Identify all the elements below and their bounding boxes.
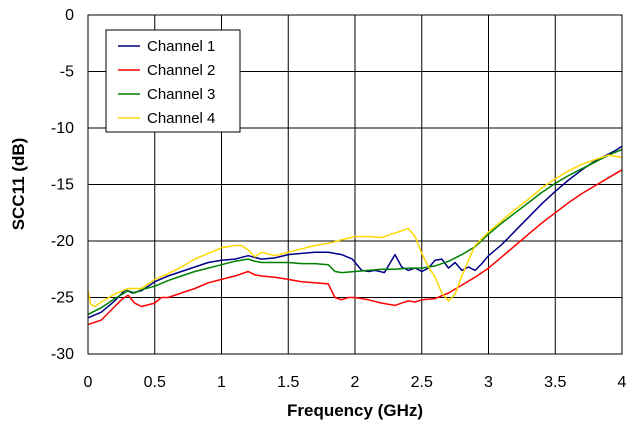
x-axis-title: Frequency (GHz) xyxy=(287,401,423,420)
y-tick-label: -25 xyxy=(51,290,74,307)
plot-border xyxy=(87,14,623,355)
legend-label-channel-4: Channel 4 xyxy=(147,110,215,127)
x-tick-label: 3 xyxy=(484,374,493,391)
y-tick-label: -15 xyxy=(51,177,74,194)
x-tick-label: 2 xyxy=(351,374,360,391)
x-tick-label: 4 xyxy=(618,374,627,391)
y-tick-label: -5 xyxy=(60,64,74,81)
x-tick-label: 0.5 xyxy=(144,374,166,391)
x-tick-label: 2.5 xyxy=(411,374,433,391)
y-tick-label: 0 xyxy=(65,7,74,24)
x-tick-label: 1.5 xyxy=(277,374,299,391)
x-tick-label: 1 xyxy=(217,374,226,391)
y-tick-label: -10 xyxy=(51,120,74,137)
legend-label-channel-1: Channel 1 xyxy=(147,38,215,55)
x-tick-labels: 0 0.5 1 1.5 2 2.5 3 3.5 4 xyxy=(84,374,627,391)
y-axis-title: SCC11 (dB) xyxy=(9,138,28,231)
series-line-channel-2 xyxy=(87,169,623,326)
series-line-channel-1 xyxy=(87,145,623,319)
y-tick-label: -30 xyxy=(51,346,74,363)
x-tick-label: 0 xyxy=(84,374,93,391)
y-tick-labels: 0 -5 -10 -15 -20 -25 -30 xyxy=(51,7,74,363)
legend-box xyxy=(105,29,241,133)
series-line-channel-3 xyxy=(87,148,623,316)
legend-label-channel-2: Channel 2 xyxy=(147,62,215,79)
x-tick-label: 3.5 xyxy=(544,374,566,391)
legend: Channel 1 Channel 2 Channel 3 Channel 4 xyxy=(105,29,241,133)
series-lines xyxy=(87,145,623,326)
y-tick-label: -20 xyxy=(51,233,74,250)
legend-label-channel-3: Channel 3 xyxy=(147,86,215,103)
series-line-channel-4 xyxy=(87,154,623,308)
